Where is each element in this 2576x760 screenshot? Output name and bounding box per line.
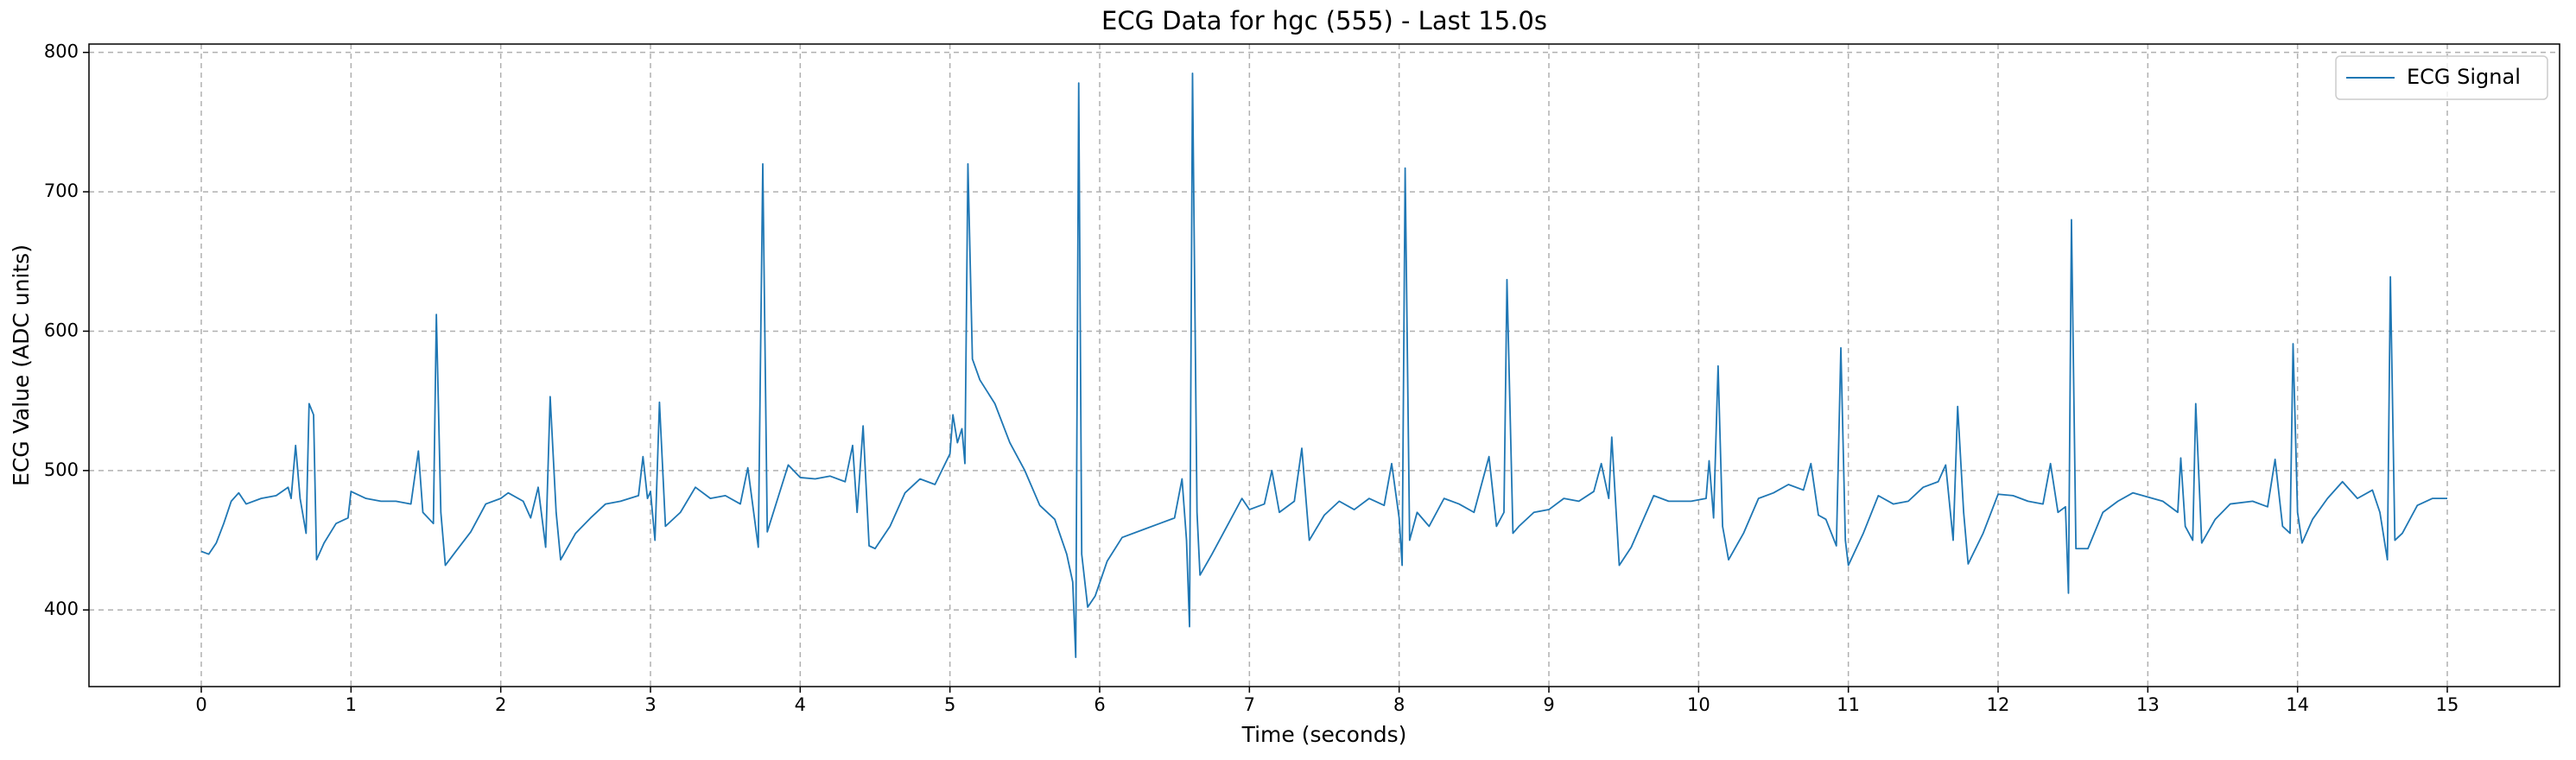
y-tick-label: 700 [44,180,79,201]
x-tick-label: 9 [1543,694,1554,715]
x-tick-label: 12 [1987,694,2010,715]
x-tick-label: 5 [944,694,955,715]
y-tick-label: 400 [44,598,79,619]
x-tick-label: 13 [2136,694,2160,715]
x-tick-label: 15 [2436,694,2459,715]
x-tick-label: 10 [1687,694,1710,715]
x-tick-label: 11 [1837,694,1860,715]
line-series [200,72,2447,659]
x-tick-label: 1 [346,694,357,715]
legend-label: ECG Signal [2407,65,2521,89]
x-tick-label: 14 [2286,694,2309,715]
y-axis-label: ECG Value (ADC units) [9,244,34,486]
x-tick-label: 0 [195,694,206,715]
chart-title: ECG Data for hgc (555) - Last 15.0s [1101,6,1547,35]
y-tick-label: 800 [44,41,79,62]
plot-frame [88,43,2560,687]
x-axis-label: Time (seconds) [1241,722,1407,747]
x-tick-label: 4 [795,694,806,715]
x-tick-label: 3 [644,694,656,715]
x-tick-label: 6 [1094,694,1105,715]
legend-box [2335,55,2548,100]
y-tick-label: 600 [44,320,79,340]
y-tick-label: 500 [44,459,79,480]
x-tick-label: 2 [495,694,506,715]
x-tick-label: 7 [1244,694,1255,715]
x-tick-label: 8 [1393,694,1405,715]
